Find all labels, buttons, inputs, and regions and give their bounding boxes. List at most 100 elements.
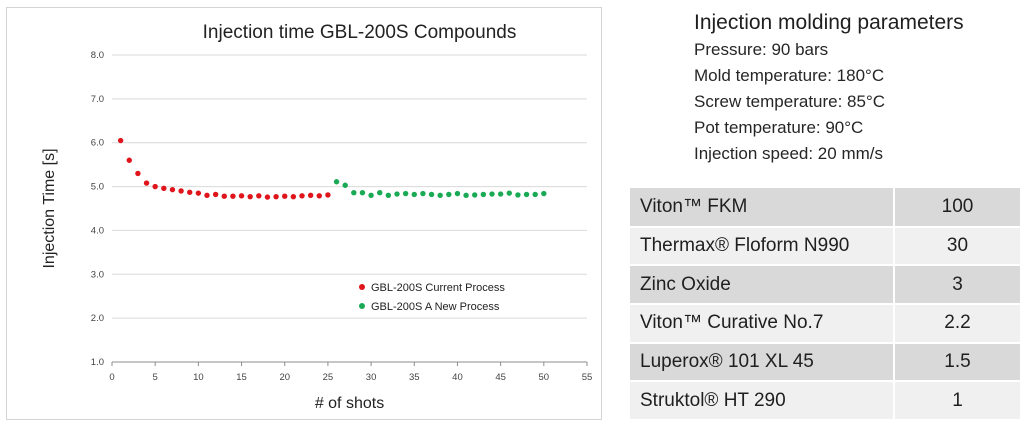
new-process-point [385,192,392,199]
legend-label: GBL-200S A New Process [371,301,500,313]
new-process-point [359,190,366,196]
x-tick-label: 5 [153,372,158,383]
ingredient-amount: 30 [894,226,1020,267]
ingredient-name: Thermax® Floform N990 [630,226,895,267]
current-process-point [290,193,297,200]
x-tick-label: 45 [495,372,506,383]
x-tick-label: 15 [236,372,247,383]
y-tick-label: 7.0 [91,94,104,105]
y-tick-label: 5.0 [91,182,104,193]
current-process-point [169,186,176,193]
x-tick-label: 30 [366,372,377,383]
x-tick-label: 20 [279,372,290,383]
table-row: Viton™ Curative No.7 2.2 [630,304,1020,344]
y-tick-label: 6.0 [91,138,104,149]
ingredient-name: Viton™ Curative No.7 [630,304,895,344]
ingredient-amount: 1.5 [894,342,1020,383]
table-row: Luperox® 101 XL 45 1.5 [630,342,1020,383]
new-process-point [515,192,521,198]
current-process-point [187,189,193,195]
param-pressure: Pressure: 90 bars [694,40,829,59]
legend-label: GBL-200S Current Process [371,282,505,294]
ingredient-name: Struktol® HT 290 [630,381,895,422]
current-process-point [264,194,271,200]
current-process-point [212,191,219,198]
param-injection-speed: Injection speed: 20 mm/s [694,144,883,163]
ingredient-name: Zinc Oxide [630,265,895,306]
current-process-point [204,192,210,199]
current-process-point [282,193,288,199]
new-process-point [532,191,538,198]
param-screw-temperature: Screw temperature: 85°C [694,92,886,111]
current-process-point [238,193,245,199]
current-process-point [316,193,322,199]
new-process-point [454,190,461,197]
ingredient-amount: 100 [894,188,1020,228]
ingredient-name: Luperox® 101 XL 45 [630,342,895,383]
current-process-point [299,193,305,199]
new-process-point [463,192,469,199]
legend-marker [359,303,365,309]
new-process-point [342,182,348,188]
new-process-point [351,190,357,196]
current-process-point [117,137,124,144]
new-process-point [480,191,487,198]
current-process-point [152,183,158,190]
new-process-point [368,192,374,199]
new-process-point [497,191,504,197]
new-process-point [402,190,409,197]
x-tick-label: 10 [193,372,204,383]
legend-marker [359,284,365,290]
injection-time-chart: 1.0 2.0 3.0 4.0 5.0 6.0 7.0 8.0 0 5 10 15 20 25 30 35 40… [41,22,593,412]
y-tick-label: 1.0 [91,357,104,368]
x-tick-label: 35 [409,372,420,383]
new-process-point [333,179,340,185]
x-tick-label: 55 [582,372,593,383]
y-tick-label: 8.0 [91,50,104,61]
current-process-point [221,193,227,199]
current-process-point [143,180,150,186]
x-tick-label: 40 [452,372,463,383]
chart-title: Injection time GBL-200S Compounds [203,22,517,43]
current-process-point [126,157,132,163]
y-axis-label: Injection Time [s] [41,148,58,268]
new-process-point [446,191,452,198]
current-process-point [135,170,141,177]
table-row: Struktol® HT 290 1 [630,381,1020,422]
table-row: Viton™ FKM 100 [630,188,1020,228]
new-process-point [489,191,495,197]
table-row: Thermax® Floform N990 30 [630,226,1020,267]
current-process-point [195,190,202,196]
ingredient-name: Viton™ FKM [630,188,895,228]
current-process-point [325,192,331,198]
new-process-point [428,191,435,198]
current-process-point [161,185,167,192]
new-process-point [506,190,512,196]
current-process-point [273,193,279,200]
current-process-point [230,193,236,199]
x-tick-label: 50 [539,372,550,383]
new-process-point [472,192,478,198]
current-process-point [307,192,314,199]
new-process-point [523,191,530,198]
y-tick-label: 3.0 [91,269,104,280]
param-pot-temperature: Pot temperature: 90°C [694,118,864,137]
new-process-point [541,190,547,197]
new-process-point [377,190,383,196]
y-tick-label: 2.0 [91,313,104,324]
parameters-title: Injection molding parameters [694,11,964,34]
formulation-table: Viton™ FKM 100 Thermax® Floform N990 30 … [630,188,1020,422]
ingredient-amount: 1 [894,381,1020,422]
new-process-point [437,192,443,199]
current-process-point [256,193,262,199]
new-process-point [411,191,417,198]
table-row: Zinc Oxide 3 [630,265,1020,306]
parameters-panel: Injection molding parameters Pressure: 9… [694,9,1014,167]
ingredient-amount: 2.2 [894,304,1020,344]
chart-panel: 1.0 2.0 3.0 4.0 5.0 6.0 7.0 8.0 0 5 10 15 20 25 30 35 40… [6,7,602,420]
param-mold-temperature: Mold temperature: 180°C [694,66,885,85]
ingredient-amount: 3 [894,265,1020,306]
new-process-point [420,190,426,197]
x-axis-label: # of shots [315,395,384,412]
new-process-point [394,191,400,197]
